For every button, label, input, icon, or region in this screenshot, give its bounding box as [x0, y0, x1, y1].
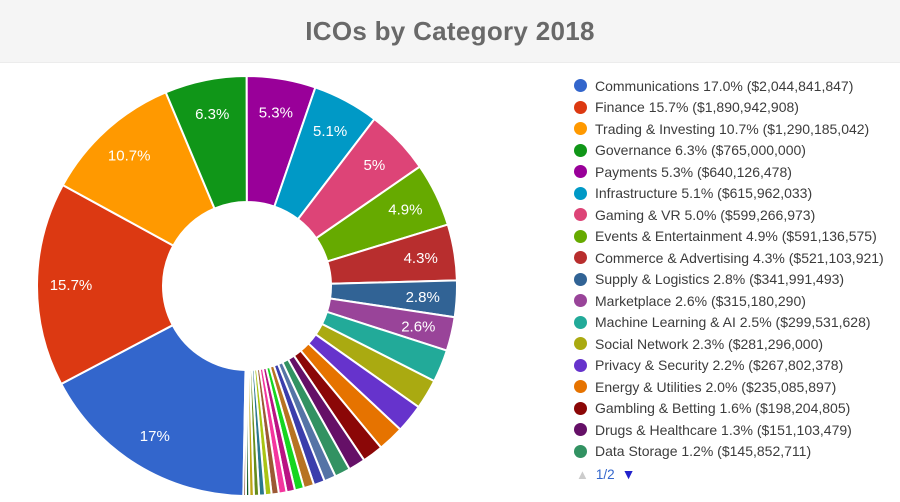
legend-label: Privacy & Security 2.2% ($267,802,378)	[595, 357, 844, 374]
legend-label: Infrastructure 5.1% ($615,962,033)	[595, 185, 813, 202]
legend-item-payments: Payments 5.3% ($640,126,478)	[574, 161, 884, 183]
legend-color-swatch-icon	[574, 143, 587, 157]
legend-color-swatch-icon	[574, 272, 587, 286]
legend-color-swatch-icon	[574, 186, 587, 200]
legend-color-swatch-icon	[574, 251, 587, 265]
legend-item-energy-utilities: Energy & Utilities 2.0% ($235,085,897)	[574, 376, 884, 398]
legend-label: Payments 5.3% ($640,126,478)	[595, 163, 792, 180]
legend-item-data-storage: Data Storage 1.2% ($145,852,711)	[574, 441, 884, 463]
legend-color-swatch-icon	[574, 444, 587, 458]
slice-percent-label: 4.9%	[388, 202, 422, 219]
legend-item-finance: Finance 15.7% ($1,890,942,908)	[574, 97, 884, 119]
legend-page-up-icon[interactable]: ▲	[576, 466, 589, 482]
legend-item-governance: Governance 6.3% ($765,000,000)	[574, 140, 884, 162]
legend-item-marketplace: Marketplace 2.6% ($315,180,290)	[574, 290, 884, 312]
legend-label: Energy & Utilities 2.0% ($235,085,897)	[595, 378, 837, 395]
legend-page-down-icon[interactable]: ▼	[621, 466, 636, 482]
legend-label: Governance 6.3% ($765,000,000)	[595, 142, 806, 159]
legend-color-swatch-icon	[574, 122, 587, 136]
legend-label: Finance 15.7% ($1,890,942,908)	[595, 99, 799, 116]
donut-chart: 17% 15.7% 10.7% 6.3% 5.3% 5.1% 5% 4.9% 4.3% 2.8% 2…	[36, 74, 458, 498]
legend-label: Marketplace 2.6% ($315,180,290)	[595, 292, 806, 309]
legend-item-machine-learning-ai: Machine Learning & AI 2.5% ($299,531,628…	[574, 312, 884, 334]
legend-label: Trading & Investing 10.7% ($1,290,185,04…	[595, 120, 870, 137]
legend-label: Gambling & Betting 1.6% ($198,204,805)	[595, 400, 851, 417]
legend-color-swatch-icon	[574, 423, 587, 437]
legend-color-swatch-icon	[574, 315, 587, 329]
legend-item-communications: Communications 17.0% ($2,044,841,847)	[574, 75, 884, 97]
chart-title: ICOs by Category 2018	[305, 15, 595, 46]
legend-label: Data Storage 1.2% ($145,852,711)	[595, 443, 812, 460]
legend-color-swatch-icon	[574, 165, 587, 179]
pie-slice-finance[interactable]	[36, 183, 175, 386]
legend-item-gambling-betting: Gambling & Betting 1.6% ($198,204,805)	[574, 398, 884, 420]
legend-color-swatch-icon	[574, 229, 587, 243]
legend-item-trading-investing: Trading & Investing 10.7% ($1,290,185,04…	[574, 118, 884, 140]
legend-item-drugs-healthcare: Drugs & Healthcare 1.3% ($151,103,479)	[574, 419, 884, 441]
legend-page-indicator: 1/2	[595, 466, 615, 482]
slice-percent-label: 4.3%	[404, 250, 438, 267]
legend-label: Machine Learning & AI 2.5% ($299,531,628…	[595, 314, 871, 331]
legend-label: Supply & Logistics 2.8% ($341,991,493)	[595, 271, 845, 288]
pie-slice-other-13[interactable]	[242, 368, 248, 498]
legend-item-infrastructure: Infrastructure 5.1% ($615,962,033)	[574, 183, 884, 205]
pie-slice-communications[interactable]	[59, 323, 247, 497]
legend-item-privacy-security: Privacy & Security 2.2% ($267,802,378)	[574, 355, 884, 377]
legend-label: Communications 17.0% ($2,044,841,847)	[595, 77, 854, 94]
legend-label: Gaming & VR 5.0% ($599,266,973)	[595, 206, 816, 223]
slice-percent-label: 5%	[364, 157, 386, 174]
legend-color-swatch-icon	[574, 79, 587, 93]
legend-color-swatch-icon	[574, 337, 587, 351]
legend-label: Events & Entertainment 4.9% ($591,136,57…	[595, 228, 877, 245]
slice-percent-label: 5.1%	[313, 123, 347, 140]
chart-legend: Communications 17.0% ($2,044,841,847) Fin…	[574, 75, 884, 462]
slice-percent-label: 15.7%	[50, 277, 93, 294]
legend-label: Commerce & Advertising 4.3% ($521,103,92…	[595, 249, 884, 266]
legend-color-swatch-icon	[574, 294, 587, 308]
slice-percent-label: 6.3%	[195, 106, 229, 123]
legend-item-gaming-vr: Gaming & VR 5.0% ($599,266,973)	[574, 204, 884, 226]
legend-label: Social Network 2.3% ($281,296,000)	[595, 335, 824, 352]
legend-pagination: ▲ 1/2 ▼	[576, 466, 636, 482]
legend-item-social-network: Social Network 2.3% ($281,296,000)	[574, 333, 884, 355]
legend-color-swatch-icon	[574, 208, 587, 222]
legend-label: Drugs & Healthcare 1.3% ($151,103,479)	[595, 421, 852, 438]
legend-item-commerce-advertising: Commerce & Advertising 4.3% ($521,103,92…	[574, 247, 884, 269]
legend-color-swatch-icon	[574, 358, 587, 372]
chart-header: ICOs by Category 2018	[0, 0, 900, 63]
legend-color-swatch-icon	[574, 401, 587, 415]
legend-item-events-entertainment: Events & Entertainment 4.9% ($591,136,57…	[574, 226, 884, 248]
slice-percent-label: 17%	[140, 428, 170, 445]
slice-percent-label: 2.8%	[406, 289, 440, 306]
slice-percent-label: 10.7%	[108, 147, 151, 164]
slice-percent-label: 5.3%	[259, 105, 293, 122]
legend-color-swatch-icon	[574, 380, 587, 394]
legend-item-supply-logistics: Supply & Logistics 2.8% ($341,991,493)	[574, 269, 884, 291]
slice-percent-label: 2.6%	[401, 319, 435, 336]
legend-color-swatch-icon	[574, 100, 587, 114]
